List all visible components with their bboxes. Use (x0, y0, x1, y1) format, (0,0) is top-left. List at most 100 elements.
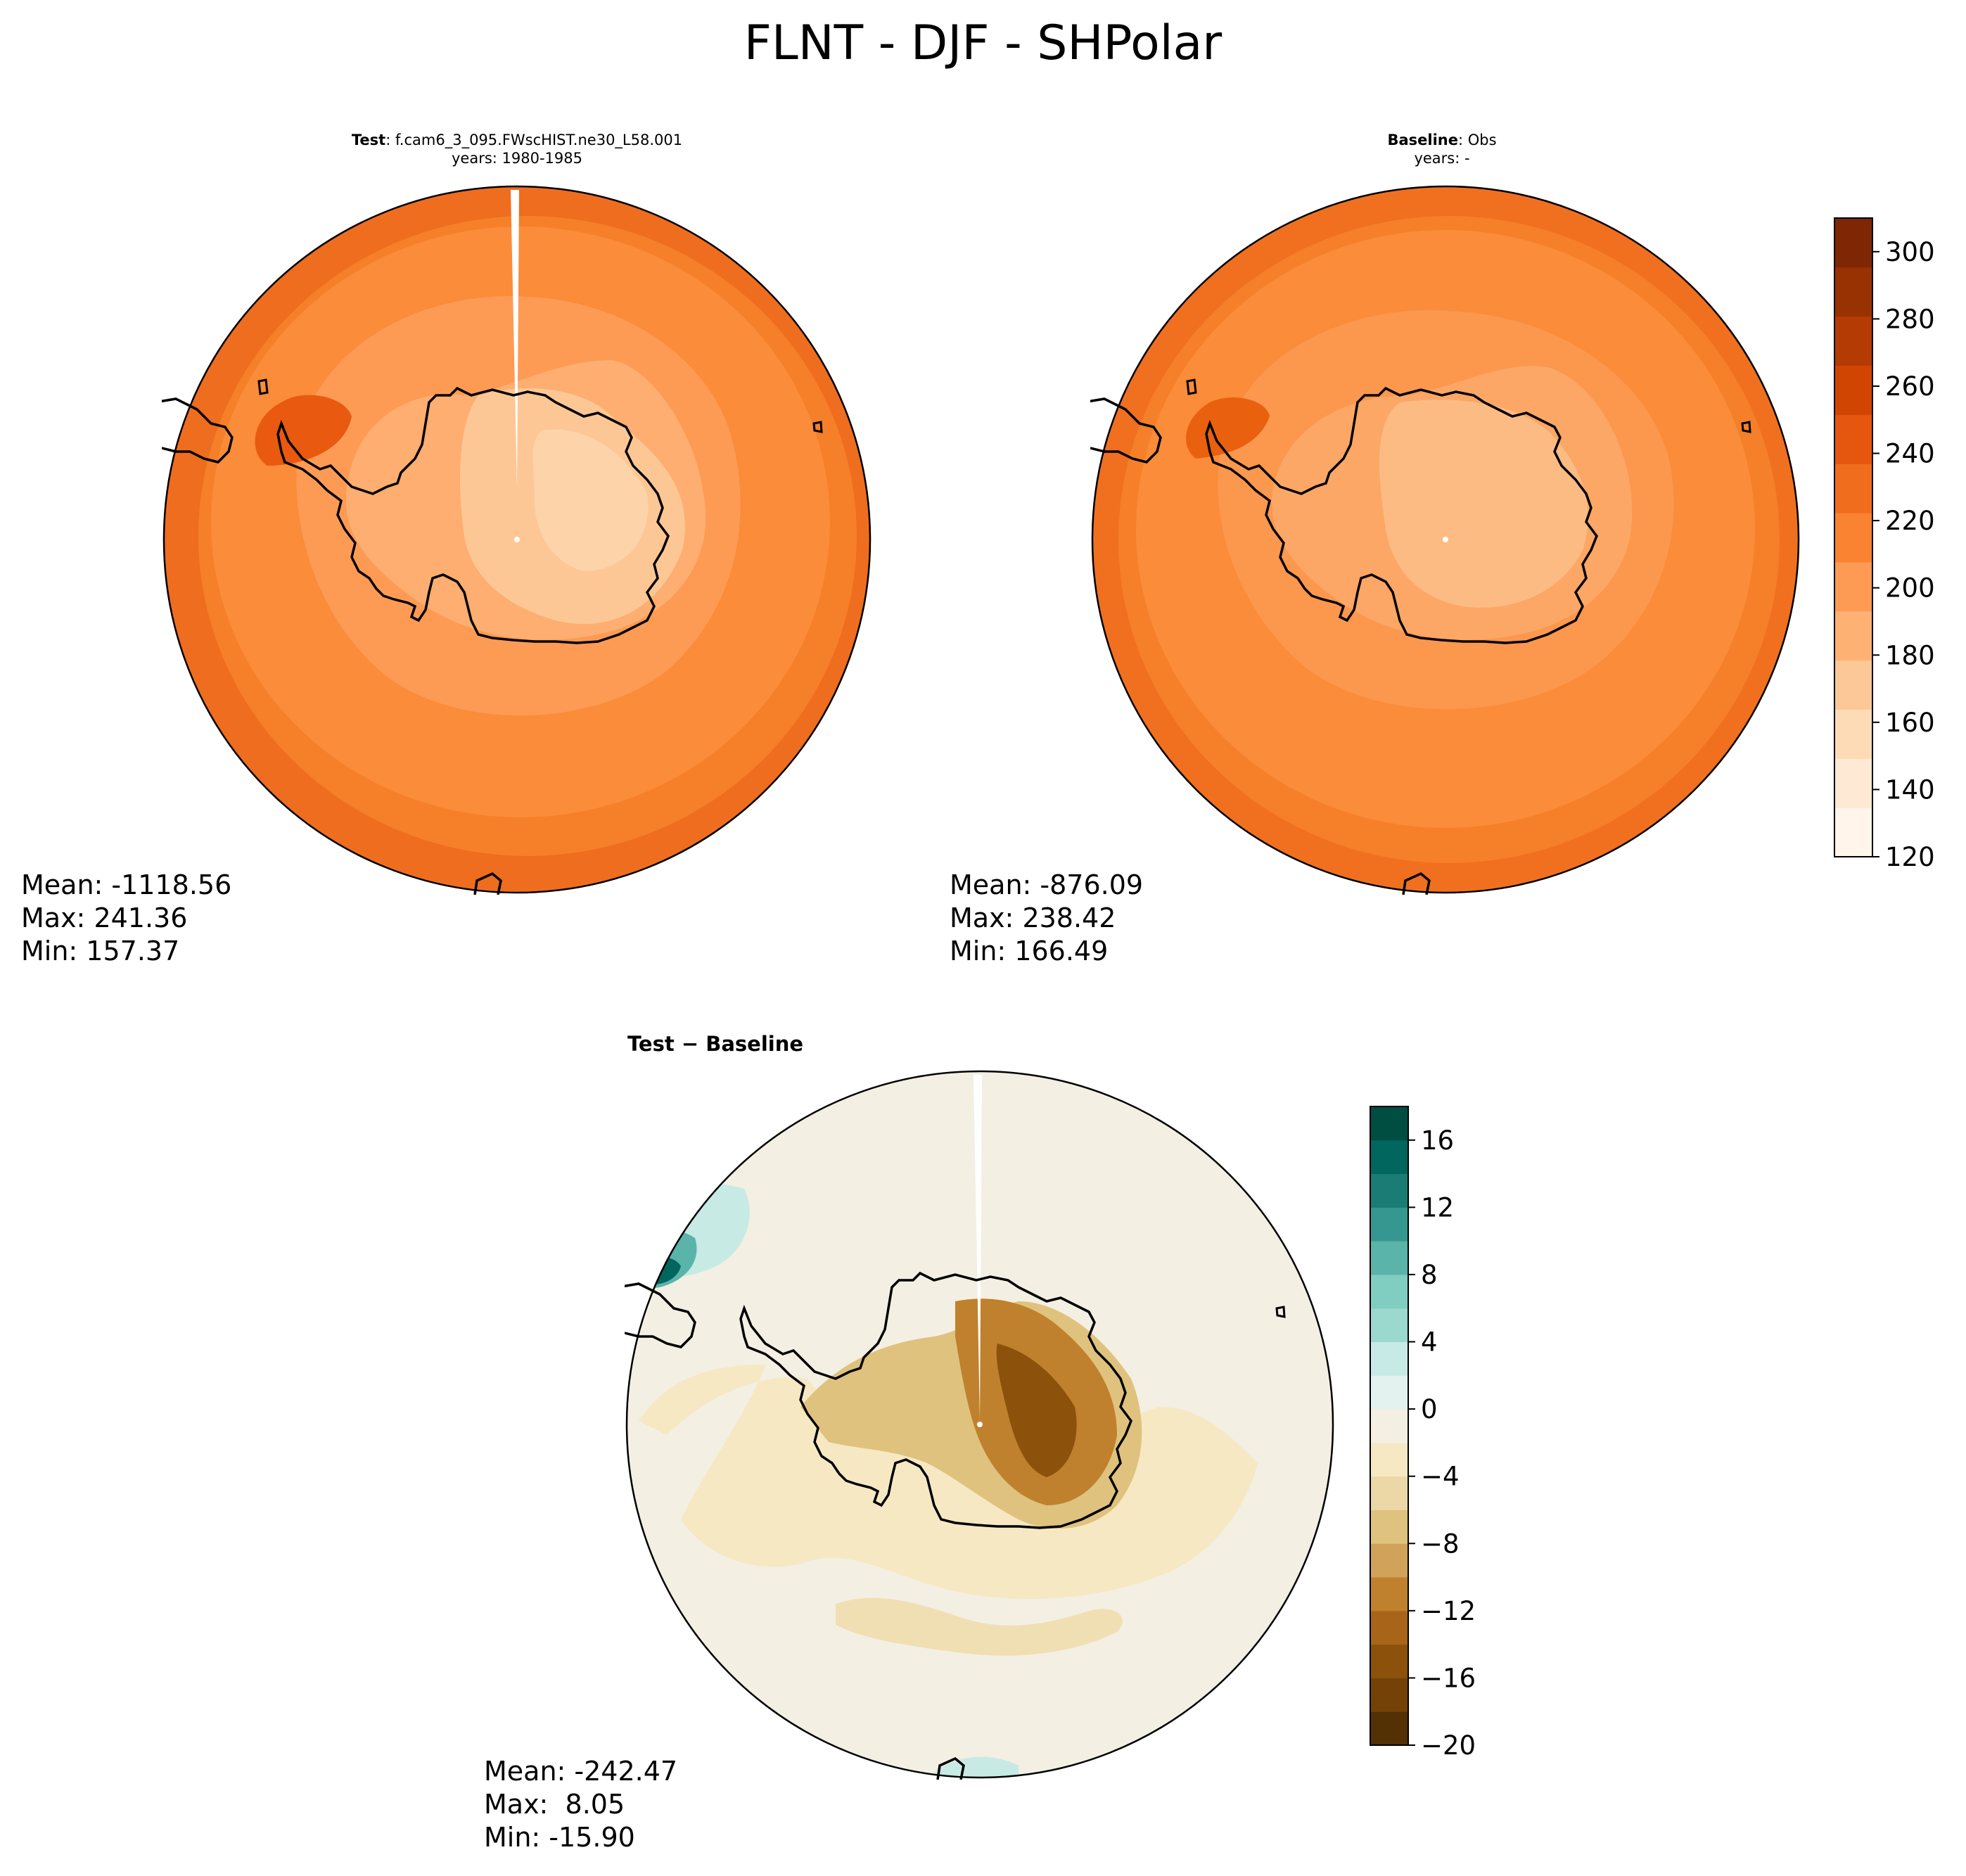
baseline-map (1090, 185, 1800, 895)
colorbar-tick-label: 200 (1885, 573, 1935, 604)
baseline-pole-marker (1443, 537, 1448, 542)
colorbar-tick-label: 4 (1421, 1327, 1438, 1358)
diff-colorbar-frame (1370, 1106, 1409, 1746)
main-colorbar-frame (1834, 217, 1873, 857)
diff-colorbar-swatches (1370, 1106, 1408, 1746)
colorbar-tick-label: 120 (1885, 842, 1935, 872)
colorbar-swatch (1370, 1106, 1408, 1141)
baseline-min: Min: 166.49 (950, 936, 1109, 966)
test-pole-marker (514, 537, 520, 542)
colorbar-tick-label: −16 (1421, 1663, 1476, 1693)
colorbar-tick-label: 0 (1421, 1394, 1438, 1424)
diff-panel-title: Test − Baseline (627, 1032, 804, 1056)
colorbar-swatch (1370, 1577, 1408, 1612)
baseline-stats: Mean: -876.09 Max: 238.42 Min: 166.49 (950, 869, 1143, 968)
colorbar-swatch (1370, 1678, 1408, 1712)
colorbar-swatch (1370, 1375, 1408, 1410)
baseline-panel-title: Baseline: Obs years: - (1196, 131, 1688, 167)
colorbar-swatch (1834, 267, 1872, 317)
test-panel-title: Test: f.cam6_3_095.FWscHIST.ne30_L58.001… (236, 131, 798, 167)
colorbar-swatch (1370, 1341, 1408, 1376)
diff-map (625, 1070, 1334, 1780)
colorbar-tick-label: 8 (1421, 1260, 1438, 1290)
diff-max: Max: 8.05 (484, 1789, 625, 1820)
colorbar-swatch (1370, 1409, 1408, 1443)
baseline-south-america-coastline (1090, 397, 1162, 464)
diff-colorbar-ticks: 16 12 8 4 0 −4 −8 −12 −16 −20 (1408, 1125, 1476, 1755)
diff-mean: Mean: -242.47 (484, 1756, 678, 1787)
colorbar-tick-label: 240 (1885, 439, 1935, 469)
test-island-outline-east (812, 421, 823, 433)
colorbar-swatch (1370, 1241, 1408, 1275)
main-colorbar-swatches (1834, 218, 1872, 857)
colorbar-swatch (1834, 611, 1872, 661)
colorbar-swatch (1370, 1476, 1408, 1510)
colorbar-swatch (1370, 1543, 1408, 1578)
diff-pole-marker (977, 1422, 983, 1427)
colorbar-swatch (1834, 218, 1872, 268)
figure-title: FLNT - DJF - SHPolar (743, 15, 1223, 71)
baseline-new-zealand-coastline (1402, 872, 1431, 895)
test-south-america-coastline (162, 397, 234, 464)
colorbar-tick-label: 220 (1885, 506, 1935, 536)
diff-ice-sheet-peak-negative-region (996, 1344, 1077, 1477)
colorbar-swatch (1834, 365, 1872, 415)
colorbar-swatch (1370, 1711, 1408, 1746)
test-island-outline (257, 378, 269, 395)
diff-south-positive-region (934, 1756, 1019, 1778)
colorbar-swatch (1834, 513, 1872, 563)
test-warm-patch (255, 395, 352, 466)
main-colorbar-ticks: 300 280 260 240 220 200 180 160 140 120 (1872, 237, 1935, 872)
baseline-years: years: - (1414, 150, 1470, 167)
colorbar-tick-label: −12 (1421, 1596, 1476, 1626)
colorbar-tick-label: 12 (1421, 1192, 1454, 1223)
test-title-bold: Test (351, 132, 386, 148)
test-mean: Mean: -1118.56 (21, 869, 232, 900)
colorbar-swatch (1370, 1207, 1408, 1242)
test-map (162, 185, 872, 895)
test-years: years: 1980-1985 (451, 150, 582, 167)
colorbar-swatch (1370, 1442, 1408, 1477)
baseline-warm-patch (1186, 397, 1270, 459)
diff-map-border (625, 1070, 1334, 1779)
baseline-island-outline-east (1741, 421, 1751, 433)
diff-island-outline-east (1275, 1306, 1286, 1318)
colorbar-swatch (1834, 808, 1872, 857)
colorbar-tick-label: 300 (1885, 237, 1935, 267)
baseline-island-outline (1186, 378, 1197, 395)
baseline-band-6 (1379, 400, 1588, 608)
main-colorbar: 300 280 260 240 220 200 180 160 140 120 (1834, 217, 1935, 872)
test-band-7 (532, 429, 649, 571)
test-new-zealand-coastline (473, 872, 502, 895)
colorbar-tick-label: −20 (1421, 1730, 1476, 1755)
colorbar-swatch (1370, 1140, 1408, 1175)
colorbar-swatch (1370, 1308, 1408, 1343)
colorbar-swatch (1370, 1510, 1408, 1544)
diff-north-positive-region (627, 1098, 737, 1168)
test-stats: Mean: -1118.56 Max: 241.36 Min: 157.37 (21, 869, 231, 968)
colorbar-tick-label: −8 (1421, 1529, 1460, 1559)
colorbar-swatch (1370, 1274, 1408, 1309)
colorbar-tick-label: 160 (1885, 708, 1935, 738)
baseline-map-border (1091, 185, 1800, 894)
colorbar-tick-label: 140 (1885, 774, 1935, 805)
colorbar-swatch (1834, 414, 1872, 464)
colorbar-swatch (1834, 709, 1872, 759)
colorbar-tick-label: −4 (1421, 1462, 1460, 1492)
diff-min: Min: -15.90 (484, 1822, 635, 1853)
baseline-max: Max: 238.42 (950, 902, 1116, 933)
baseline-antarctica-coastline (1205, 386, 1598, 644)
baseline-title-bold: Baseline (1387, 132, 1458, 148)
diff-weak-negative-region (639, 1365, 1258, 1600)
test-min: Min: 157.37 (21, 936, 180, 966)
test-max: Max: 241.36 (21, 902, 188, 933)
diff-south-america-coastline (625, 1282, 696, 1348)
test-missing-data-wedge (511, 190, 519, 487)
diff-colorbar: 16 12 8 4 0 −4 −8 −12 −16 −20 (1370, 1106, 1476, 1755)
colorbar-swatch (1834, 660, 1872, 710)
diff-stats: Mean: -242.47 Max: 8.05 Min: -15.90 (484, 1755, 677, 1854)
colorbar-swatch (1834, 464, 1872, 513)
colorbar-tick-label: 260 (1885, 371, 1935, 402)
colorbar-tick-label: 180 (1885, 640, 1935, 670)
test-map-border (162, 185, 872, 894)
